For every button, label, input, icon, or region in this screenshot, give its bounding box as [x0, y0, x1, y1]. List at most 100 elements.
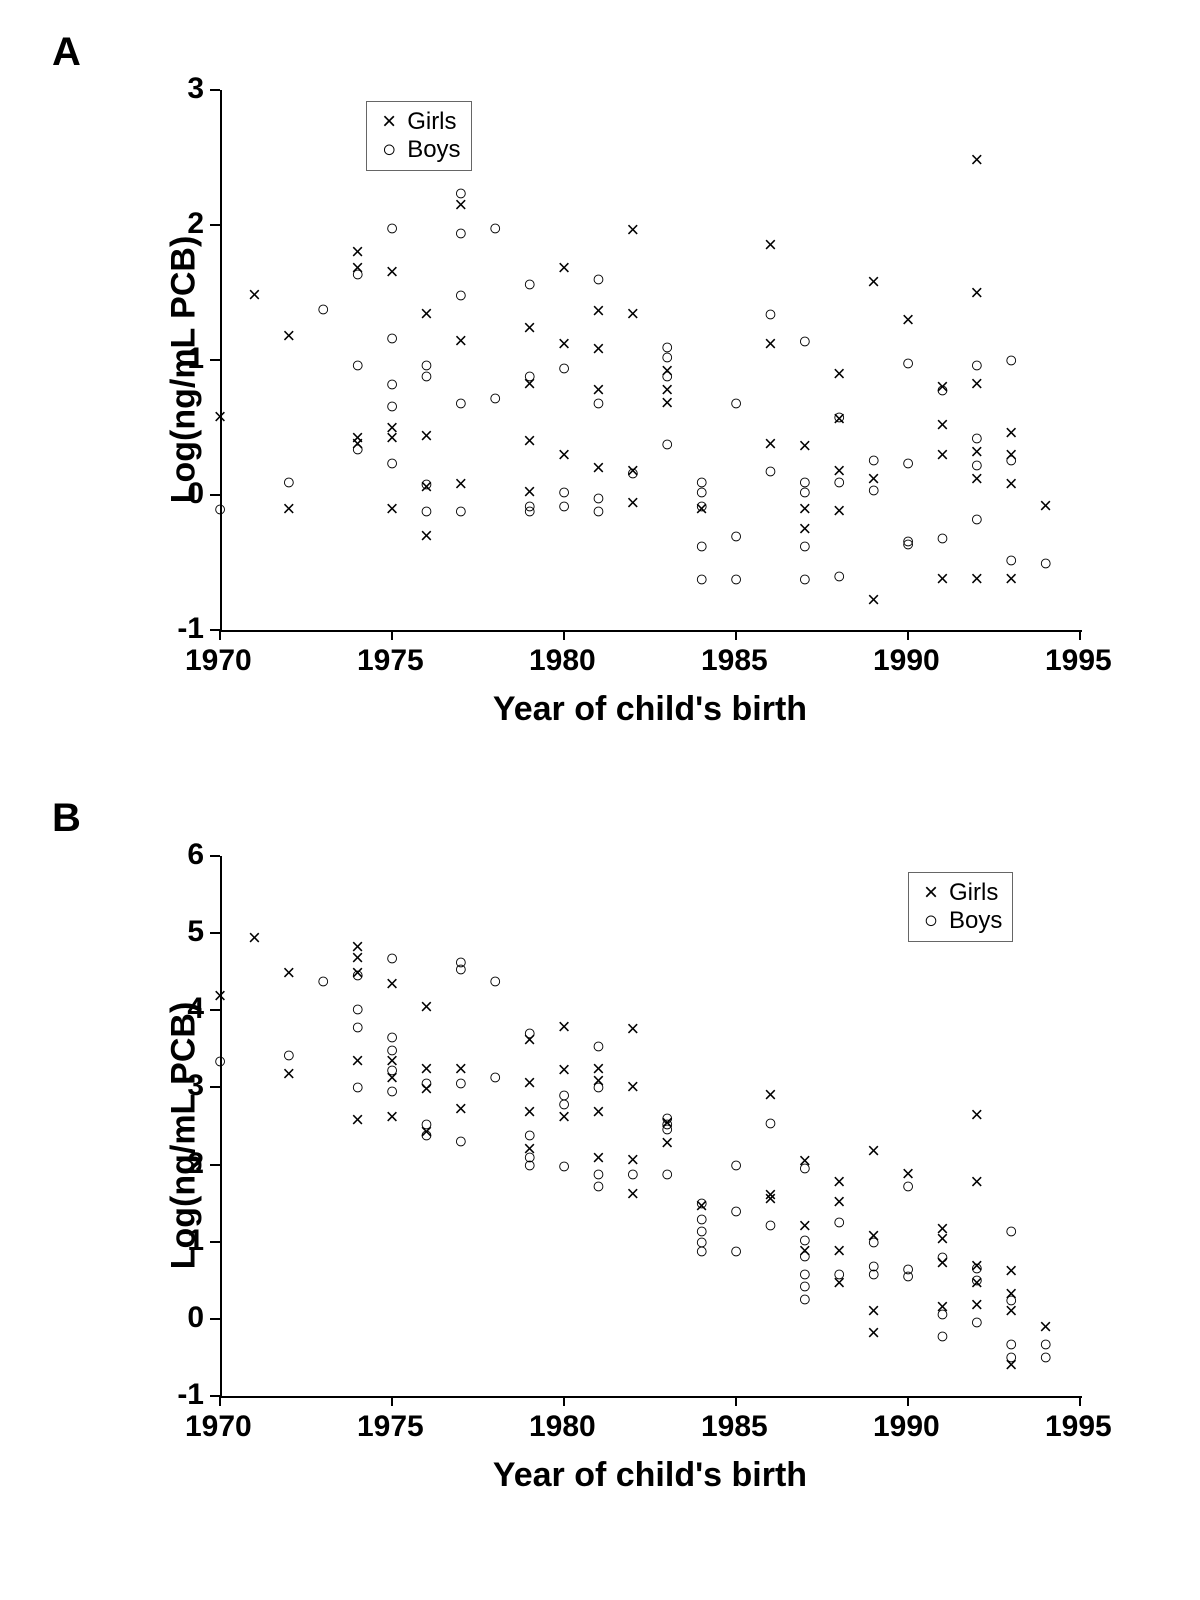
- girls-point: ×: [592, 300, 605, 322]
- x-tick-mark: [735, 630, 737, 640]
- legend-a-girls-marker: ×: [377, 108, 401, 136]
- boys-point: ○: [833, 471, 846, 493]
- legend-a-boys: ○ Boys: [377, 136, 460, 164]
- boys-point: ○: [489, 387, 502, 409]
- boys-point: ○: [936, 1325, 949, 1347]
- boys-point: ○: [351, 263, 364, 285]
- boys-point: ○: [798, 535, 811, 557]
- boys-point: ○: [592, 268, 605, 290]
- boys-point: ○: [454, 284, 467, 306]
- legend-a-boys-label: Boys: [407, 136, 460, 164]
- boys-point: ○: [385, 452, 398, 474]
- girls-point: ×: [833, 1240, 846, 1262]
- boys-point: ○: [454, 182, 467, 204]
- girls-point: ×: [523, 317, 536, 339]
- boys-point: ○: [695, 1240, 708, 1262]
- y-tick-label: 3: [187, 72, 204, 106]
- girls-point: ×: [558, 257, 571, 279]
- boys-point: ○: [454, 392, 467, 414]
- y-tick-label: 3: [187, 1069, 204, 1103]
- girls-point: ×: [248, 927, 261, 949]
- y-tick-label: 0: [187, 477, 204, 511]
- girls-point: ×: [1039, 495, 1052, 517]
- boys-point: ○: [970, 1269, 983, 1291]
- boys-point: ○: [1005, 1289, 1018, 1311]
- panel-b-label: B: [52, 796, 81, 841]
- y-tick-label: -1: [177, 612, 204, 646]
- girls-point: ×: [936, 444, 949, 466]
- x-tick-label: 1995: [1045, 1410, 1112, 1444]
- girls-point: ×: [626, 1183, 639, 1205]
- girls-point: ×: [867, 589, 880, 611]
- boys-point: ○: [764, 303, 777, 325]
- boys-point: ○: [454, 1130, 467, 1152]
- boys-point: ○: [317, 298, 330, 320]
- girls-point: ×: [248, 284, 261, 306]
- boys-point: ○: [420, 1072, 433, 1094]
- y-tick-label: 6: [187, 838, 204, 872]
- y-tick-label: 2: [187, 207, 204, 241]
- girls-point: ×: [833, 500, 846, 522]
- boys-point: ○: [833, 1211, 846, 1233]
- y-tick-mark: [210, 855, 220, 857]
- boys-point: ○: [901, 530, 914, 552]
- girls-point: ×: [626, 303, 639, 325]
- boys-point: ○: [729, 1154, 742, 1176]
- boys-point: ○: [489, 217, 502, 239]
- girls-point: ×: [970, 282, 983, 304]
- boys-point: ○: [523, 1154, 536, 1176]
- boys-point: ○: [867, 1263, 880, 1285]
- girls-point: ×: [970, 568, 983, 590]
- boys-point: ○: [901, 1175, 914, 1197]
- panel-b-legend: × Girls ○ Boys: [908, 872, 1013, 942]
- boys-point: ○: [420, 1124, 433, 1146]
- x-tick-mark: [563, 630, 565, 640]
- girls-point: ×: [626, 492, 639, 514]
- x-tick-mark: [391, 630, 393, 640]
- x-tick-mark: [907, 630, 909, 640]
- boys-point: ○: [798, 1157, 811, 1179]
- boys-point: ○: [351, 354, 364, 376]
- x-tick-label: 1990: [873, 1410, 940, 1444]
- boys-point: ○: [1005, 1346, 1018, 1368]
- girls-point: ×: [558, 444, 571, 466]
- boys-point: ○: [385, 395, 398, 417]
- y-tick-mark: [210, 224, 220, 226]
- girls-point: ×: [282, 498, 295, 520]
- girls-point: ×: [386, 427, 399, 449]
- x-tick-mark: [563, 1396, 565, 1406]
- y-tick-label: -1: [177, 1378, 204, 1412]
- boys-point: ○: [867, 479, 880, 501]
- girls-point: ×: [764, 333, 777, 355]
- boys-point: ○: [282, 471, 295, 493]
- boys-point: ○: [970, 454, 983, 476]
- boys-point: ○: [1039, 552, 1052, 574]
- girls-point: ×: [523, 1072, 536, 1094]
- boys-point: ○: [901, 1265, 914, 1287]
- boys-point: ○: [351, 438, 364, 460]
- y-tick-label: 1: [187, 342, 204, 376]
- boys-point: ○: [661, 365, 674, 387]
- girls-point: ×: [798, 435, 811, 457]
- girls-point: ×: [1005, 1260, 1018, 1282]
- boys-point: ○: [385, 327, 398, 349]
- y-tick-label: 2: [187, 1147, 204, 1181]
- boys-point: ○: [729, 525, 742, 547]
- x-tick-mark: [907, 1396, 909, 1406]
- x-tick-label: 1970: [185, 644, 252, 678]
- boys-point: ○: [420, 365, 433, 387]
- x-tick-label: 1990: [873, 644, 940, 678]
- girls-point: ×: [214, 985, 227, 1007]
- boys-point: ○: [592, 1175, 605, 1197]
- boys-point: ○: [867, 1231, 880, 1253]
- boys-point: ○: [454, 500, 467, 522]
- girls-point: ×: [626, 1018, 639, 1040]
- boys-point: ○: [798, 1288, 811, 1310]
- legend-b-boys: ○ Boys: [919, 907, 1002, 935]
- panel-a-label: A: [52, 30, 81, 75]
- boys-point: ○: [557, 357, 570, 379]
- boys-point: ○: [523, 500, 536, 522]
- boys-point: ○: [317, 970, 330, 992]
- girls-point: ×: [970, 1104, 983, 1126]
- boys-point: ○: [592, 1035, 605, 1057]
